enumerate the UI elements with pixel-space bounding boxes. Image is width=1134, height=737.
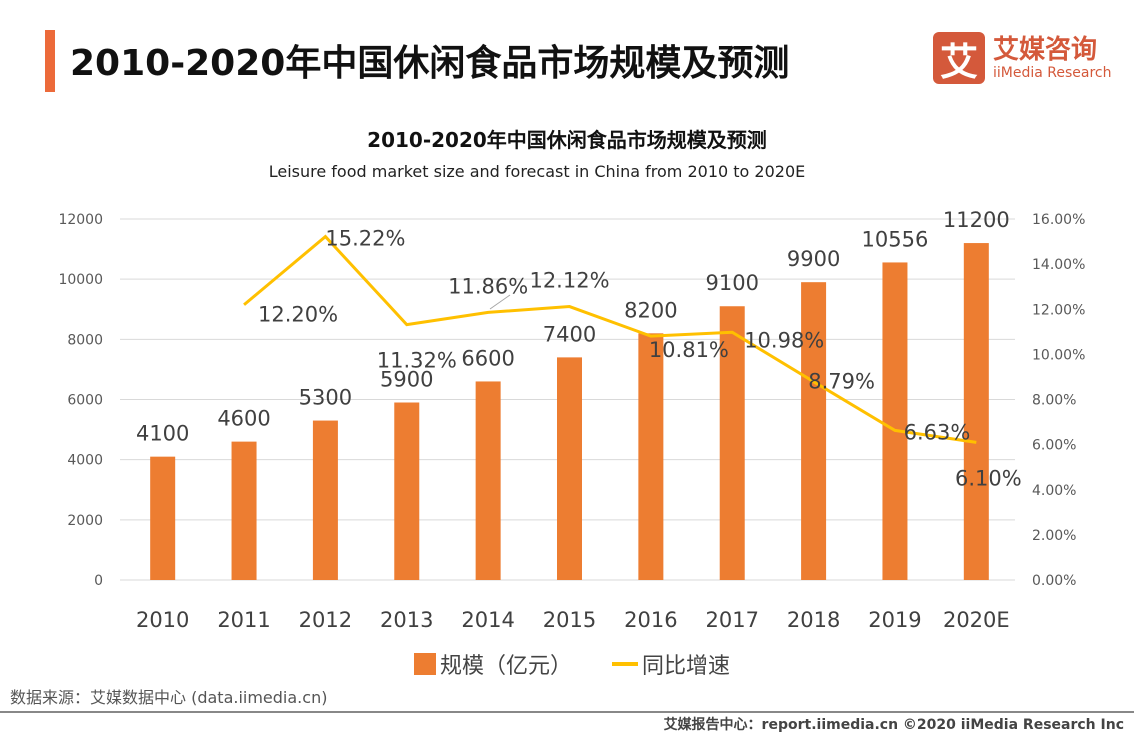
- right-tick-label: 4.00%: [1032, 483, 1076, 499]
- line-data-label: 8.79%: [808, 370, 875, 394]
- logo: 艾 艾媒咨询 iiMedia Research: [933, 32, 1112, 84]
- line-data-label: 15.22%: [325, 227, 405, 251]
- chart-subtitle: Leisure food market size and forecast in…: [268, 162, 806, 181]
- legend-line-label: 同比增速: [642, 654, 731, 679]
- bar: [801, 282, 827, 580]
- right-tick-label: 14.00%: [1032, 257, 1085, 273]
- bar: [882, 262, 908, 580]
- bar: [963, 243, 989, 581]
- line-data-label: 12.12%: [529, 269, 609, 293]
- left-tick-label: 12000: [58, 212, 103, 228]
- line-data-label: 11.32%: [377, 349, 457, 373]
- logo-en: iiMedia Research: [993, 65, 1112, 81]
- header-accent-bar: [45, 30, 55, 92]
- x-tick-label: 2012: [299, 608, 352, 632]
- line-data-label: 10.98%: [744, 328, 824, 352]
- bar-data-label: 9100: [706, 271, 759, 295]
- bar: [719, 306, 745, 580]
- bar-data-label: 4600: [217, 407, 270, 431]
- bar-data-label: 5300: [299, 386, 352, 410]
- bar: [394, 402, 420, 580]
- bar-data-label: 5900: [380, 368, 433, 392]
- bar: [638, 333, 664, 580]
- line-data-label: 6.10%: [955, 466, 1022, 490]
- x-tick-label: 2020E: [943, 608, 1010, 632]
- right-tick-label: 12.00%: [1032, 302, 1085, 318]
- line-data-label: 10.81%: [649, 338, 729, 362]
- x-tick-label: 2018: [787, 608, 840, 632]
- x-tick-label: 2016: [624, 608, 677, 632]
- legend-bar-label: 规模（亿元）: [440, 654, 573, 679]
- left-tick-label: 2000: [67, 513, 103, 529]
- right-tick-label: 0.00%: [1032, 573, 1076, 589]
- left-tick-label: 8000: [67, 332, 103, 348]
- label-leader-line: [489, 294, 511, 310]
- bar: [557, 357, 582, 580]
- bar: [475, 381, 501, 580]
- x-tick-label: 2014: [461, 608, 514, 632]
- bar-data-label: 6600: [461, 346, 514, 370]
- legend-bar-swatch: [414, 653, 436, 675]
- x-tick-label: 2015: [543, 608, 596, 632]
- page-title: 2010-2020年中国休闲食品市场规模及预测: [70, 43, 790, 84]
- logo-mark: 艾: [933, 32, 985, 84]
- left-tick-label: 10000: [58, 272, 103, 288]
- legend: 规模（亿元） 同比增速: [414, 648, 730, 680]
- left-tick-label: 0: [94, 573, 103, 589]
- right-tick-label: 2.00%: [1032, 528, 1076, 544]
- right-tick-label: 16.00%: [1032, 212, 1085, 228]
- bar: [312, 420, 338, 580]
- bar-data-label: 9900: [787, 247, 840, 271]
- line-data-label: 6.63%: [904, 420, 971, 444]
- bar-data-label: 4100: [136, 422, 189, 446]
- right-tick-label: 6.00%: [1032, 438, 1076, 454]
- x-tick-label: 2019: [868, 608, 921, 632]
- right-tick-label: 8.00%: [1032, 393, 1076, 409]
- footer-divider: [0, 711, 1134, 713]
- legend-line-swatch: [612, 662, 639, 666]
- line-data-label: 11.86%: [448, 274, 528, 298]
- left-tick-label: 4000: [67, 453, 103, 469]
- bar-data-label: 10556: [862, 227, 929, 251]
- x-tick-label: 2013: [380, 608, 433, 632]
- x-tick-label: 2011: [217, 608, 270, 632]
- right-tick-label: 10.00%: [1032, 347, 1085, 363]
- chart-title: 2010-2020年中国休闲食品市场规模及预测: [367, 128, 767, 152]
- bar-data-label: 7400: [543, 322, 596, 346]
- bar-data-label: 8200: [624, 298, 677, 322]
- bar: [150, 456, 176, 580]
- x-tick-label: 2017: [706, 608, 759, 632]
- left-tick-label: 6000: [67, 393, 103, 409]
- growth-line: [243, 234, 977, 444]
- bar: [231, 441, 257, 580]
- source-note: 数据来源：艾媒数据中心 (data.iimedia.cn): [10, 688, 328, 707]
- bar-data-label: 11200: [943, 208, 1010, 232]
- line-data-label: 12.20%: [258, 303, 338, 327]
- footer-text: 艾媒报告中心：report.iimedia.cn ©2020 iiMedia R…: [663, 717, 1124, 733]
- logo-cn: 艾媒咨询: [993, 35, 1098, 65]
- x-tick-label: 2010: [136, 608, 189, 632]
